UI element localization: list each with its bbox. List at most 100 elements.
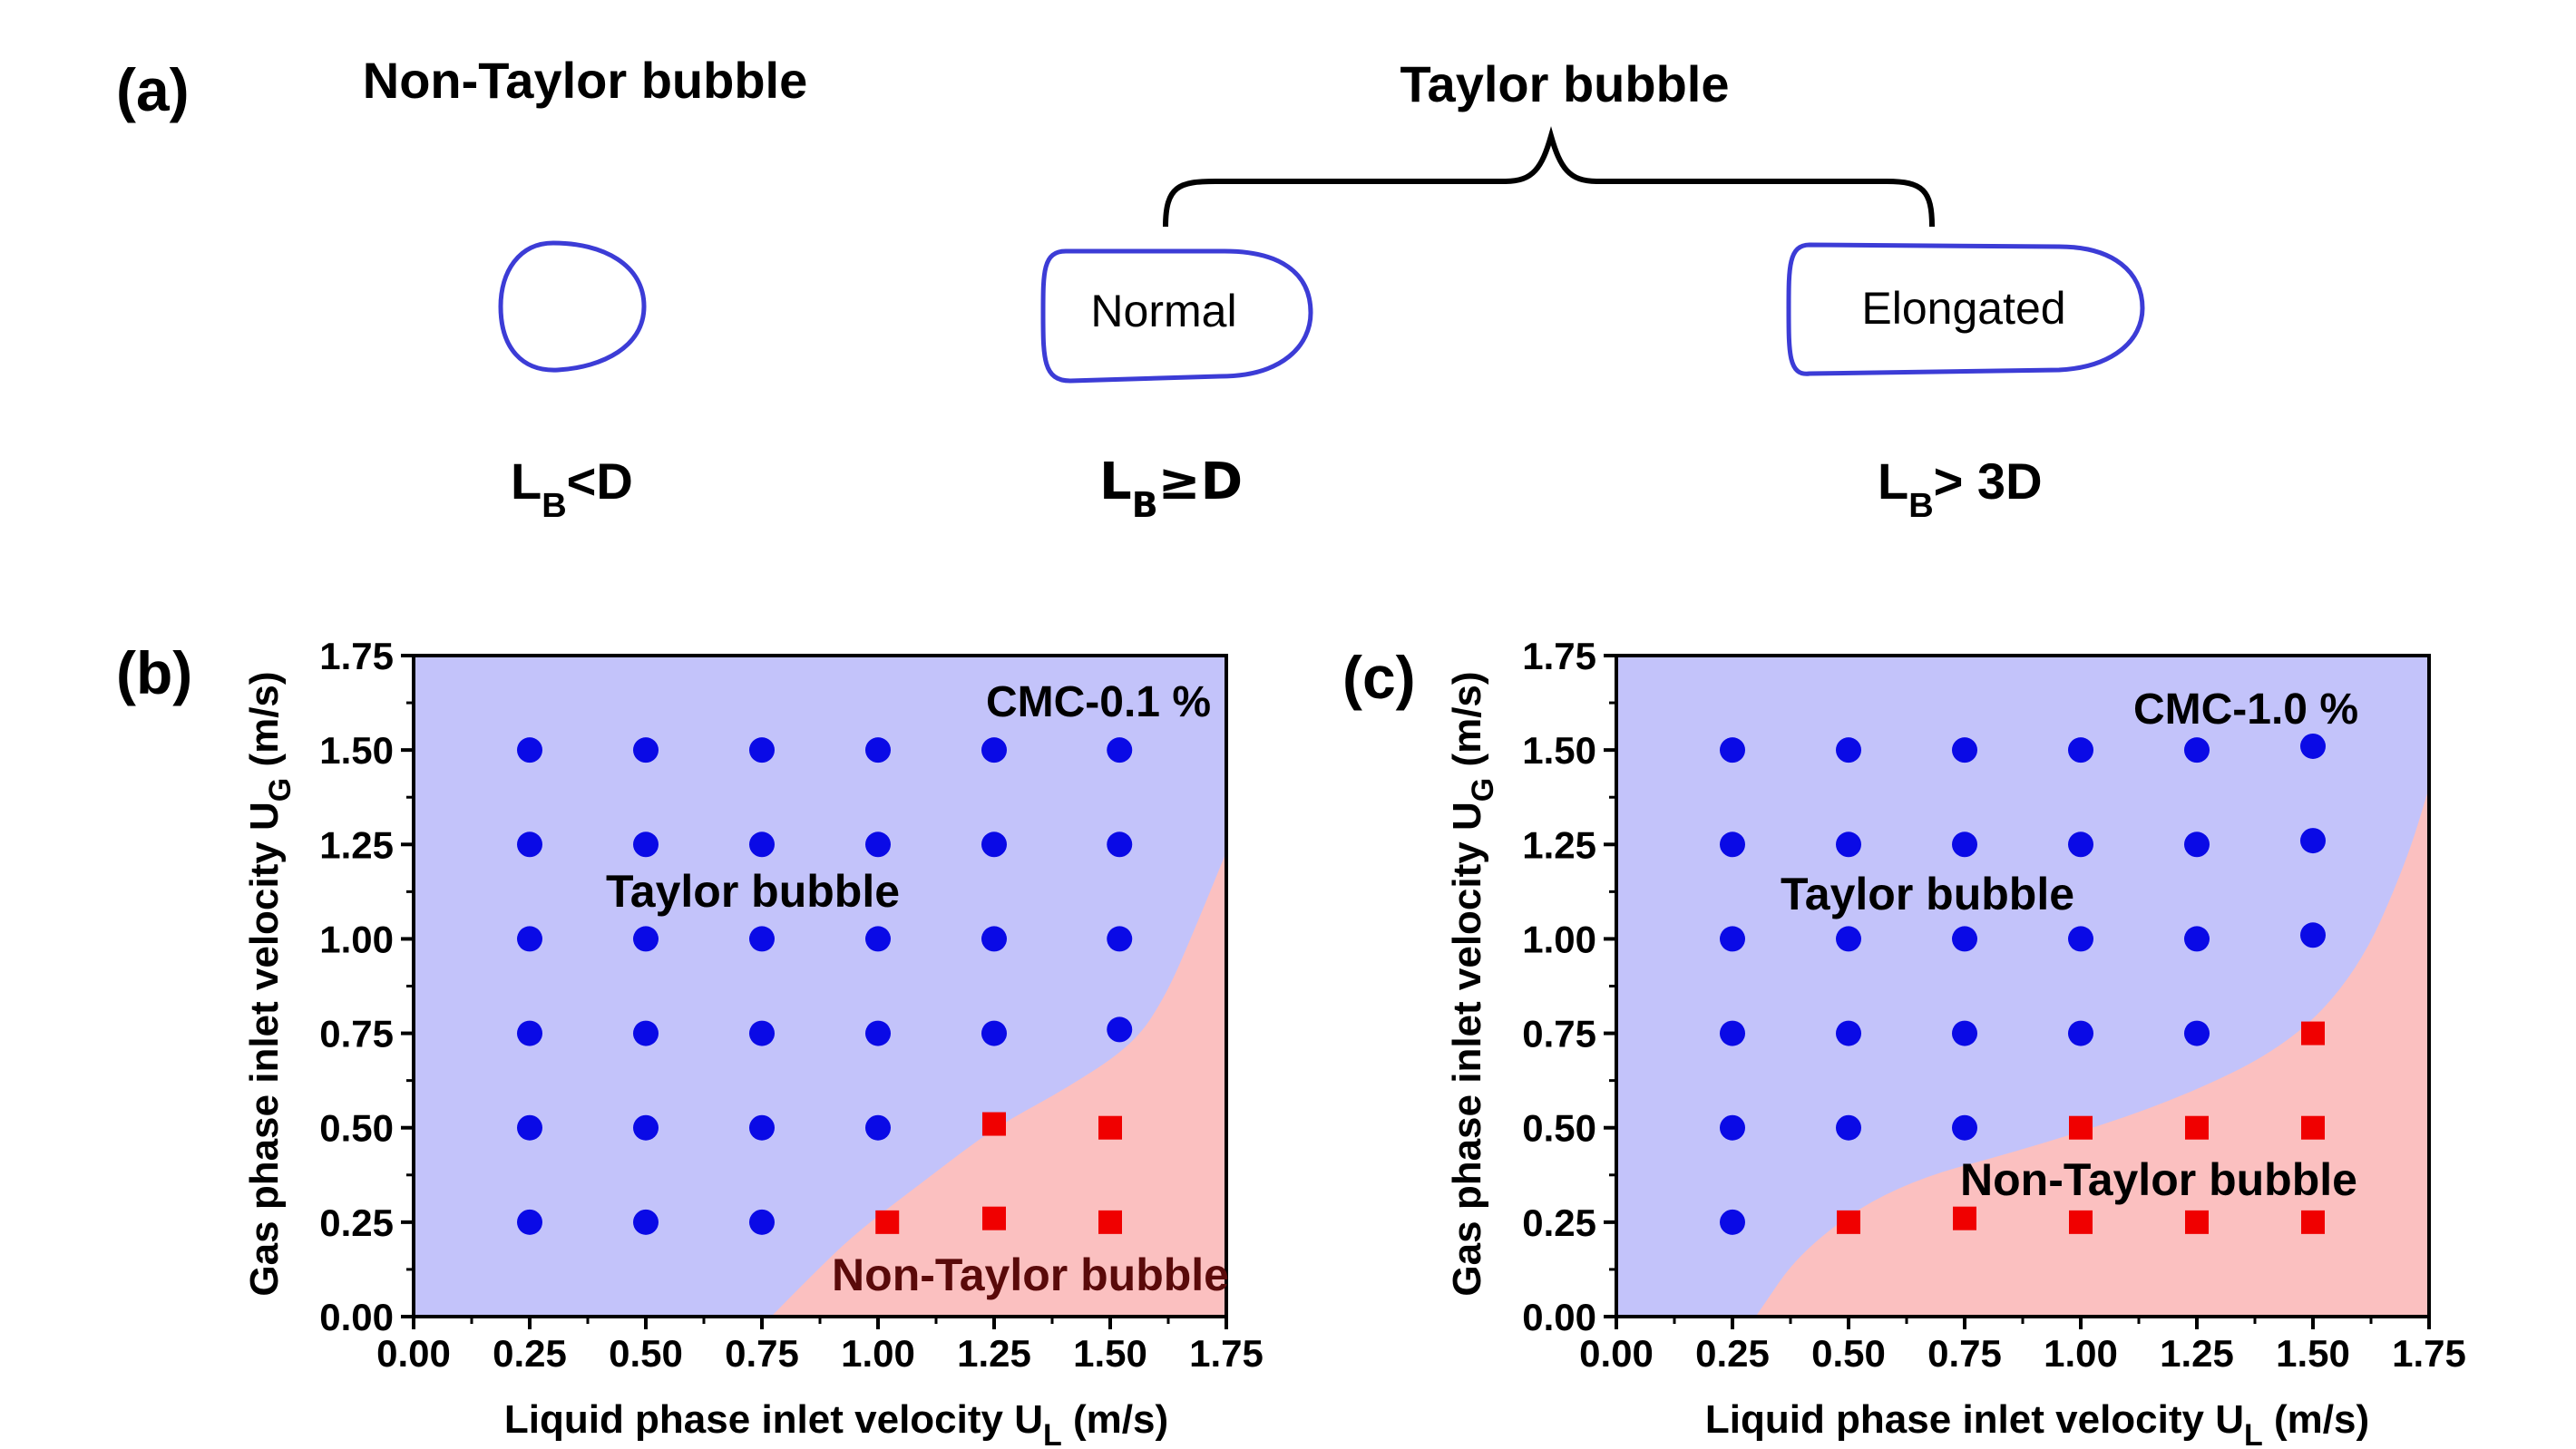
plot-c-non-taylor-point <box>2301 1021 2325 1045</box>
plot-b-taylor-label: Taylor bubble <box>606 866 900 917</box>
plot-c-taylor-point <box>1836 926 1861 952</box>
plot-b-taylor-point <box>981 737 1007 763</box>
plot-c-non-taylor-point <box>2069 1115 2093 1140</box>
plot-c-taylor-point <box>2184 831 2210 858</box>
plot-b-taylor-point <box>633 1114 659 1141</box>
plot-c-ylabel: Gas phase inlet velocity UG (m/s) <box>1445 671 1500 1296</box>
plot-b-taylor-point <box>517 926 542 952</box>
plot-c-ytick-label: 0.00 <box>1522 1296 1596 1338</box>
normal-bubble-shape <box>1040 248 1313 384</box>
plot-b-non-taylor-point <box>1098 1210 1122 1234</box>
plot-c-xtick-label: 1.75 <box>2392 1332 2466 1375</box>
normal-bubble-label: Normal <box>1090 286 1236 336</box>
plot-b-xtick-label: 1.75 <box>1189 1332 1264 1375</box>
plot-c-xtick-label: 1.50 <box>2276 1332 2350 1375</box>
plot-c-taylor-point <box>1952 1114 1977 1141</box>
plot-b-taylor-point <box>1107 831 1133 858</box>
plot-c-taylor-point <box>1720 1209 1745 1235</box>
plot-c-ytick-label: 1.25 <box>1522 823 1596 866</box>
plot-b-taylor-point <box>865 1114 891 1141</box>
plot-c-taylor-point <box>1952 1020 1977 1046</box>
plot-b-taylor-point <box>633 1209 659 1235</box>
plot-b-ytick-label: 1.75 <box>319 635 394 677</box>
plot-b-taylor-point <box>517 737 542 763</box>
plot-b-xtick-label: 1.00 <box>841 1332 915 1375</box>
plot-b-non-taylor-point <box>982 1112 1006 1136</box>
panel-c-label: (c) <box>1342 644 1416 711</box>
plot-c-non-taylor-point <box>2185 1115 2209 1140</box>
plot-c-taylor-point <box>1720 926 1745 952</box>
plot-c-taylor-point <box>2068 831 2093 858</box>
plot-b-non-taylor-point <box>875 1210 900 1234</box>
non-taylor-title: Non-Taylor bubble <box>363 52 808 109</box>
plot-c-ytick-label: 1.75 <box>1522 635 1596 677</box>
plot-b-xtick-label: 0.00 <box>376 1332 451 1375</box>
plot-c-taylor-point <box>1836 1020 1861 1046</box>
elongated-condition: LB> 3D <box>1878 452 2043 525</box>
plot-c-non-taylor-point <box>1953 1206 1976 1230</box>
plot-c-ytick-label: 0.50 <box>1522 1107 1596 1150</box>
plot-b-taylor-point <box>749 1209 775 1235</box>
plot-b-ylabel: Gas phase inlet velocity UG (m/s) <box>242 671 298 1296</box>
panel-a-label: (a) <box>116 56 190 123</box>
plot-b-taylor-point <box>517 831 542 858</box>
plot-c-taylor-point <box>2068 737 2093 763</box>
plot-c-non-taylor-region <box>1755 787 2429 1317</box>
plot-c-taylor-point <box>2184 737 2210 763</box>
plot-b-taylor-point <box>865 926 891 952</box>
plot-c-non-taylor-point <box>2069 1210 2093 1234</box>
non-taylor-condition: LB<D <box>511 452 633 525</box>
plot-b-non-taylor-point <box>982 1206 1006 1230</box>
plot-b-non-taylor-label: Non-Taylor bubble <box>832 1250 1229 1300</box>
plot-b-ytick-label: 0.25 <box>319 1201 394 1244</box>
plot-b-taylor-point <box>1107 1016 1133 1043</box>
plot-b-taylor-point <box>517 1020 542 1046</box>
plot-c-xtick-label: 1.00 <box>2044 1332 2118 1375</box>
plot-b-taylor-point <box>865 737 891 763</box>
plot-b-taylor-point <box>749 737 775 763</box>
plot-b-taylor-point <box>981 926 1007 952</box>
plot-b-xtick-label: 1.50 <box>1073 1332 1147 1375</box>
plot-c-taylor-point <box>2300 828 2326 854</box>
plot-b-ytick-label: 1.25 <box>319 823 394 866</box>
plot-c-taylor-point <box>2300 733 2326 759</box>
plot-b-taylor-point <box>517 1114 542 1141</box>
plot-b-annotation: CMC-0.1 % <box>986 678 1211 726</box>
plot-b-xtick-label: 1.25 <box>957 1332 1031 1375</box>
panel-b: (b) 0.00 0.25 0.50 0.75 1.00 1.25 1.50 1.750.00… <box>116 635 1264 1449</box>
plot-c-taylor-point <box>1720 831 1745 858</box>
plot-b-non-taylor-region <box>771 851 1226 1317</box>
plot-b-taylor-point <box>981 1020 1007 1046</box>
plot-c-taylor-point <box>1952 737 1977 763</box>
plot-c-taylor-point <box>1952 926 1977 952</box>
elongated-bubble-shape <box>1786 242 2145 376</box>
non-taylor-bubble-shape <box>498 240 647 373</box>
plot-b-ytick-label: 1.00 <box>319 918 394 960</box>
plot-b-taylor-point <box>633 926 659 952</box>
panel-c: (c) 0.00 0.25 0.50 0.75 1.00 1.25 1.50 1.750.00… <box>1342 635 2466 1449</box>
plot-b-taylor-point <box>749 1114 775 1141</box>
plot-c-non-taylor-point <box>2301 1115 2325 1140</box>
plot-b-ytick-label: 0.00 <box>319 1296 394 1338</box>
plot-c-xtick-label: 0.75 <box>1927 1332 2002 1375</box>
plot-b-taylor-point <box>865 1020 891 1046</box>
plot-c: 0.00 0.25 0.50 0.75 1.00 1.25 1.50 1.75 0.00 0.25… <box>1522 635 2466 1375</box>
plot-c-xtick-label: 0.25 <box>1695 1332 1770 1375</box>
plot-c-ytick-label: 1.00 <box>1522 918 1596 960</box>
plot-b: 0.00 0.25 0.50 0.75 1.00 1.25 1.50 1.75 0.00 0.25… <box>319 635 1264 1375</box>
plot-b-taylor-point <box>633 831 659 858</box>
plot-b-ytick-label: 0.50 <box>319 1107 394 1150</box>
plot-b-taylor-point <box>749 926 775 952</box>
plot-c-ytick-label: 1.50 <box>1522 729 1596 772</box>
panel-a: (a) Non-Taylor bubble Taylor bubble Norm… <box>116 52 2145 525</box>
plot-c-ytick-label: 0.75 <box>1522 1013 1596 1055</box>
panel-b-label: (b) <box>116 639 192 706</box>
plot-c-taylor-point <box>2068 1020 2093 1046</box>
taylor-title: Taylor bubble <box>1400 55 1730 112</box>
plot-c-non-taylor-point <box>1837 1210 1860 1234</box>
plot-b-xlabel: Liquid phase inlet velocity UL (m/s) <box>504 1397 1168 1449</box>
plot-c-non-taylor-point <box>2301 1210 2325 1234</box>
normal-condition: LB≥D <box>1099 452 1243 525</box>
plot-c-xtick-label: 0.50 <box>1811 1332 1886 1375</box>
